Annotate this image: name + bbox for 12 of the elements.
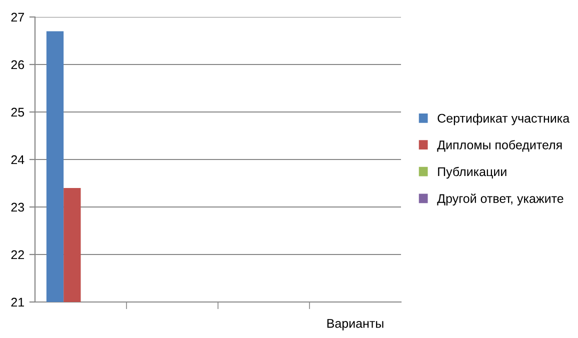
legend-label: Дипломы победителя [437,140,562,152]
legend-label: Сертификат участника [438,114,570,126]
y-tick-label: 26 [11,60,24,70]
y-tick-label: 25 [11,108,24,117]
legend-label: Публикации [438,166,506,179]
y-tick-label: 21 [11,298,24,307]
y-tick-label: 23 [11,202,24,212]
y-tick-label: 22 [11,250,24,260]
legend-label: Другой ответ, укажите [437,194,564,206]
y-tick-label: 24 [11,155,24,164]
x-tick-label: Варианты [327,319,384,330]
y-tick-label: 27 [11,12,24,22]
